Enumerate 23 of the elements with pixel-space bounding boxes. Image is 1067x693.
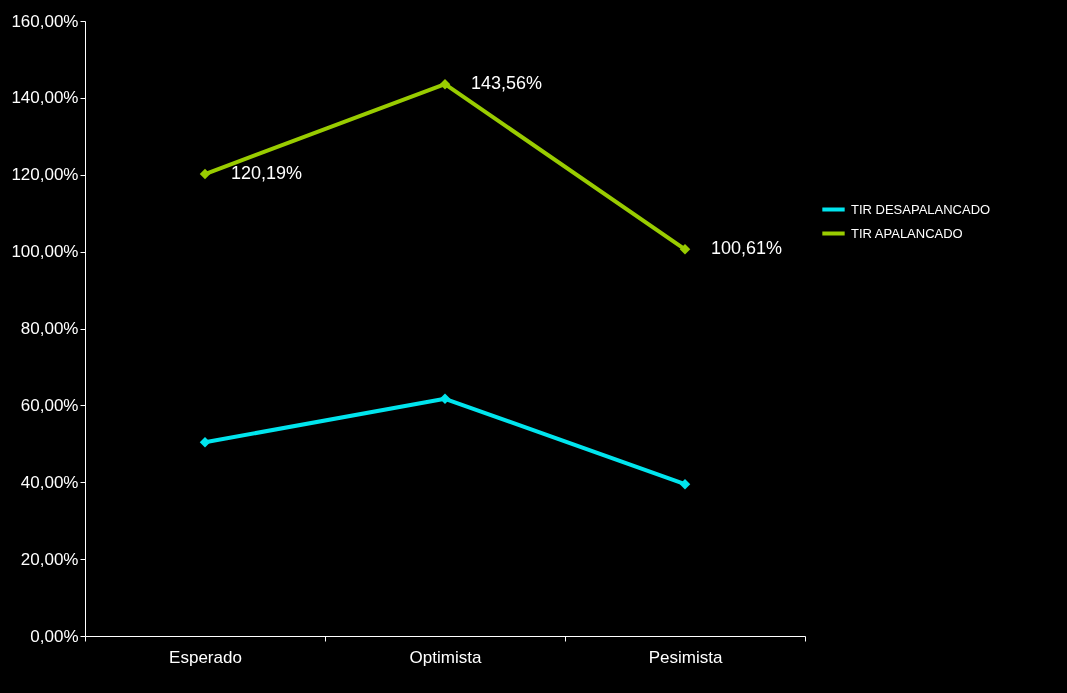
y-tick-label: 120,00% <box>11 165 79 185</box>
y-tick-label: 140,00% <box>11 88 79 108</box>
point <box>439 393 451 405</box>
point <box>439 78 451 90</box>
y-tick-label: 40,00% <box>20 472 79 492</box>
data-label: 120,19% <box>231 163 303 184</box>
y-tick-label: 60,00% <box>20 395 79 415</box>
point <box>199 437 211 448</box>
x-tick-label: Optimista <box>409 647 482 667</box>
point <box>679 478 691 490</box>
y-tick-label: 100,00% <box>11 242 79 262</box>
data-label: 143,56% <box>471 73 543 94</box>
y-tick-label: 20,00% <box>20 549 79 569</box>
data-label: 100,61% <box>711 238 783 259</box>
y-tick-label: 0,00% <box>30 626 79 646</box>
x-tick-label: Esperado <box>169 647 242 667</box>
point <box>679 244 691 255</box>
y-tick-label: 160,00% <box>11 11 79 31</box>
y-tick-label: 80,00% <box>20 319 79 338</box>
x-tick-label: Pesimista <box>648 647 723 667</box>
point <box>199 168 211 180</box>
legend-label: TIR DESAPALANCADO <box>851 201 991 217</box>
legend-label: TIR APALANCADO <box>851 225 963 241</box>
